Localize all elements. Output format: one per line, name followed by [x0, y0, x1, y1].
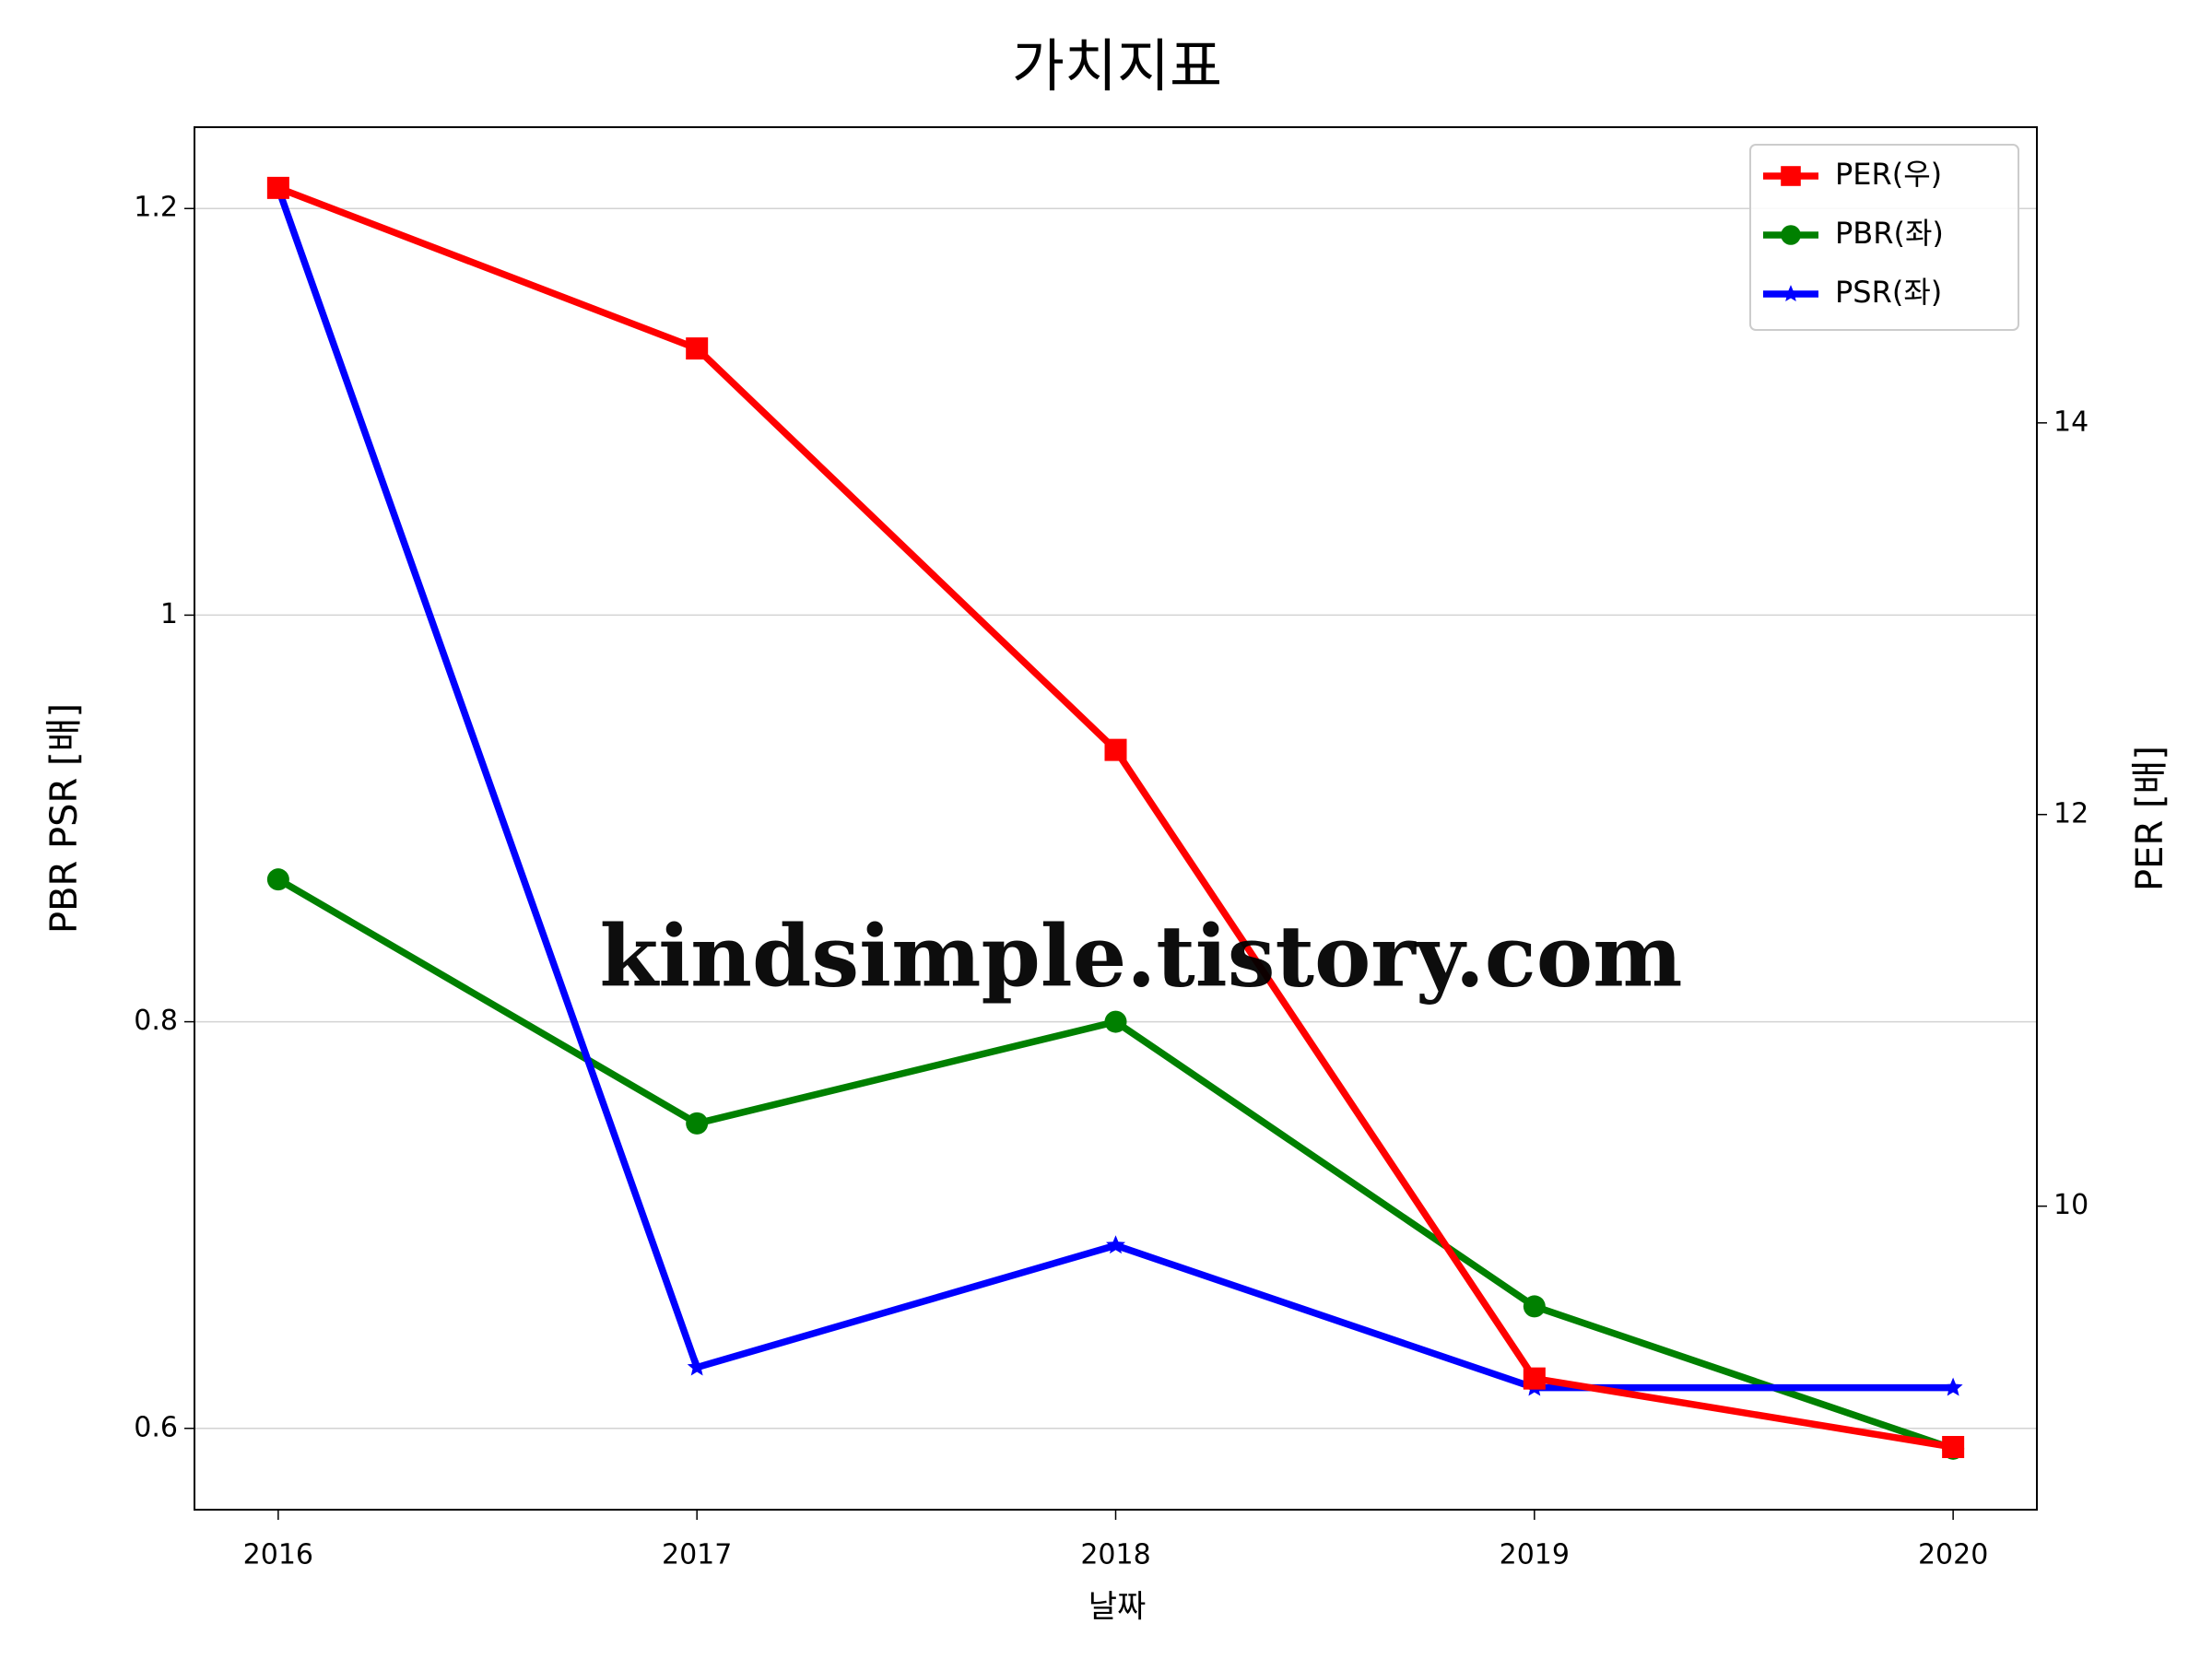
x-axis-label: 날짜: [1088, 1589, 1147, 1626]
y-tick-label: 0.6: [134, 1411, 178, 1443]
marker: [1781, 166, 1801, 186]
chart-title: 가치지표: [1012, 32, 1222, 100]
marker: [1106, 1235, 1125, 1254]
legend-label: PBR(좌): [1835, 216, 1944, 251]
marker: [687, 1357, 707, 1376]
marker: [686, 1112, 709, 1135]
y2-tick-label: 10: [2053, 1189, 2088, 1221]
marker: [1523, 1367, 1546, 1390]
y-tick-label: 1.2: [134, 192, 178, 224]
legend-label: PSR(좌): [1835, 275, 1942, 310]
marker: [1523, 1295, 1546, 1318]
y-tick-label: 1: [160, 598, 178, 630]
x-tick-label: 2016: [243, 1539, 313, 1571]
legend-label: PER(우): [1835, 157, 1942, 192]
marker: [1943, 1377, 1963, 1396]
legend: PER(우) PBR(좌) PSR(좌): [1749, 144, 2019, 331]
plot-frame: [194, 126, 2038, 1511]
y2-tick-label: 14: [2053, 406, 2088, 438]
y2-axis-label: PER [배]: [2129, 746, 2171, 891]
marker: [1782, 285, 1800, 301]
watermark: kindsimple.tistory.com: [599, 907, 1682, 1006]
marker: [1104, 738, 1127, 761]
legend-box: [1749, 144, 2019, 331]
x-tick-label: 2019: [1500, 1539, 1570, 1571]
x-tick-label: 2020: [1918, 1539, 1988, 1571]
marker: [686, 337, 709, 360]
marker: [266, 176, 289, 199]
marker: [266, 868, 289, 891]
marker: [1942, 1436, 1965, 1459]
x-tick-label: 2017: [662, 1539, 732, 1571]
y-axis-label: PBR PSR [배]: [43, 703, 86, 934]
x-tick-label: 2018: [1080, 1539, 1150, 1571]
marker: [1104, 1010, 1127, 1033]
y-tick-label: 0.8: [134, 1005, 178, 1037]
marker: [1781, 225, 1801, 245]
y2-tick-label: 12: [2053, 797, 2088, 830]
